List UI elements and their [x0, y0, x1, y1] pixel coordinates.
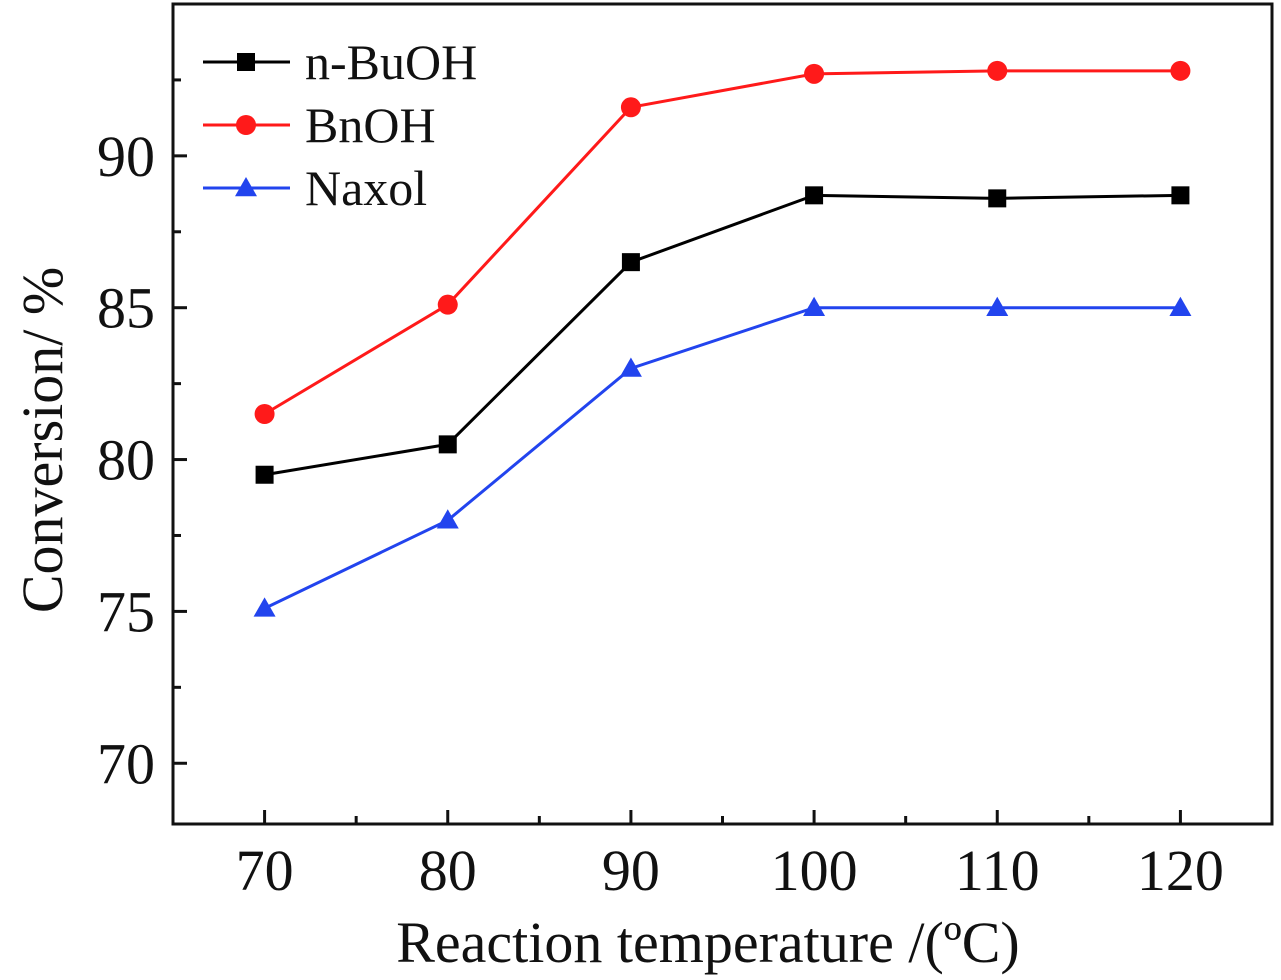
- series-layer: [253, 60, 1192, 617]
- y-tick-label: 70: [97, 731, 155, 796]
- data-point-naxol: [1169, 296, 1192, 316]
- x-tick-label: 70: [236, 838, 294, 903]
- data-point-bnoh: [254, 404, 275, 424]
- series-line-naxol: [263, 306, 1181, 610]
- data-point-bnoh: [804, 63, 825, 84]
- data-point-n-buoh: [988, 189, 1007, 208]
- series-line-bnoh: [263, 69, 1181, 416]
- data-point-bnoh: [1170, 60, 1191, 81]
- data-point-n-buoh: [255, 465, 274, 484]
- legend-marker-n-buoh: [237, 53, 255, 71]
- legend: n-BuOH BnOH Naxol: [203, 34, 477, 216]
- y-tick-label: 90: [97, 124, 155, 189]
- data-point-n-buoh: [621, 253, 640, 272]
- data-point-naxol: [436, 509, 459, 529]
- y-axis-title: Conversion/ %: [10, 267, 75, 613]
- x-tick-label: 90: [602, 838, 660, 903]
- y-tick-label: 75: [97, 579, 155, 644]
- x-axis-title: Reaction temperature /(ºC): [396, 910, 1020, 975]
- data-point-bnoh: [437, 294, 458, 315]
- data-point-naxol: [619, 357, 642, 377]
- y-tick-label: 80: [97, 428, 155, 493]
- data-point-naxol: [253, 597, 276, 617]
- x-tick-label: 120: [1137, 838, 1224, 903]
- legend-label-naxol: Naxol: [305, 160, 427, 216]
- x-tick-label: 110: [955, 838, 1040, 903]
- data-point-bnoh: [620, 97, 641, 118]
- legend-marker-bnoh: [236, 115, 256, 135]
- data-point-n-buoh: [438, 435, 457, 454]
- series-n-buoh: [255, 186, 1190, 484]
- legend-label-bnoh: BnOH: [305, 97, 436, 153]
- series-bnoh: [254, 60, 1191, 424]
- data-point-naxol: [803, 296, 826, 316]
- data-point-n-buoh: [805, 186, 824, 205]
- axes-layer: 70 80 90 100 110 120 70 75 80 85 90: [97, 2, 1274, 903]
- legend-label-n-buoh: n-BuOH: [305, 34, 477, 90]
- data-point-naxol: [986, 296, 1009, 316]
- y-tick-label: 85: [97, 276, 155, 341]
- series-naxol: [253, 296, 1192, 617]
- data-point-bnoh: [987, 60, 1008, 81]
- x-tick-label: 80: [419, 838, 477, 903]
- series-line-n-buoh: [264, 193, 1181, 477]
- legend-marker-naxol: [235, 177, 257, 197]
- data-point-n-buoh: [1171, 186, 1190, 205]
- x-tick-label: 100: [771, 838, 858, 903]
